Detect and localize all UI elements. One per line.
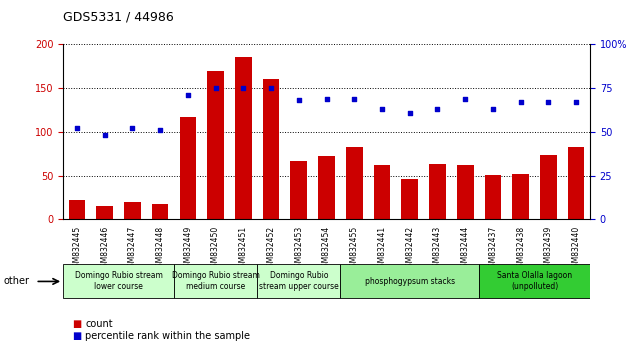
Text: percentile rank within the sample: percentile rank within the sample <box>85 331 250 341</box>
Point <box>432 106 442 112</box>
Text: count: count <box>85 319 113 329</box>
Bar <box>262 79 280 219</box>
Point <box>239 85 249 91</box>
Text: Domingo Rubio stream
medium course: Domingo Rubio stream medium course <box>172 272 259 291</box>
Point <box>72 126 82 131</box>
Point <box>211 85 221 91</box>
Bar <box>174 264 257 298</box>
Bar <box>457 165 473 219</box>
Point <box>266 85 276 91</box>
Bar <box>290 161 307 219</box>
Text: other: other <box>3 276 29 286</box>
Point <box>543 99 553 105</box>
Bar <box>152 204 168 219</box>
Bar <box>69 200 85 219</box>
Bar <box>485 175 501 219</box>
Bar <box>540 155 557 219</box>
Bar <box>479 264 590 298</box>
Bar <box>568 147 584 219</box>
Point <box>377 106 387 112</box>
Bar <box>63 264 174 298</box>
Bar <box>340 264 479 298</box>
Text: ■: ■ <box>73 331 82 341</box>
Bar <box>124 202 141 219</box>
Bar <box>401 179 418 219</box>
Bar <box>257 264 340 298</box>
Bar <box>180 117 196 219</box>
Text: Domingo Rubio stream
lower course: Domingo Rubio stream lower course <box>74 272 163 291</box>
Point <box>155 127 165 133</box>
Point <box>183 92 193 98</box>
Point <box>571 99 581 105</box>
Point <box>404 110 415 115</box>
Text: ■: ■ <box>73 319 82 329</box>
Bar <box>208 70 224 219</box>
Bar <box>512 174 529 219</box>
Point <box>488 106 498 112</box>
Point <box>321 96 332 101</box>
Text: Santa Olalla lagoon
(unpolluted): Santa Olalla lagoon (unpolluted) <box>497 272 572 291</box>
Bar <box>429 164 445 219</box>
Text: phosphogypsum stacks: phosphogypsum stacks <box>365 277 455 286</box>
Bar <box>97 206 113 219</box>
Bar <box>374 165 391 219</box>
Point <box>127 126 138 131</box>
Point <box>516 99 526 105</box>
Point <box>100 132 110 138</box>
Bar <box>318 155 335 219</box>
Bar <box>346 147 363 219</box>
Point <box>294 97 304 103</box>
Point <box>349 96 359 101</box>
Text: Domingo Rubio
stream upper course: Domingo Rubio stream upper course <box>259 272 339 291</box>
Point <box>460 96 470 101</box>
Bar <box>235 57 252 219</box>
Text: GDS5331 / 44986: GDS5331 / 44986 <box>63 10 174 23</box>
